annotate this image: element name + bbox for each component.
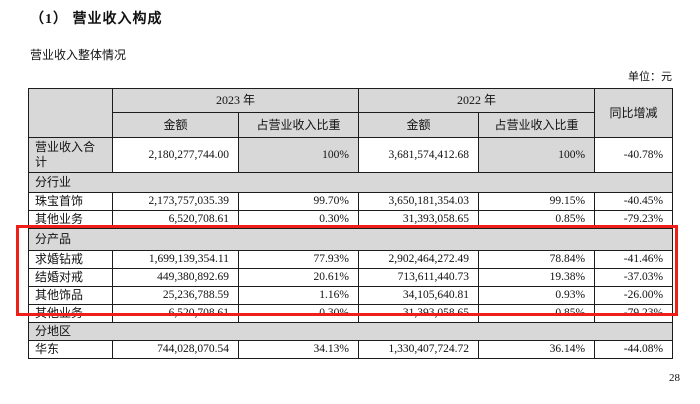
header-amount-2022: 金额	[358, 112, 480, 138]
header-year-2023: 2023 年	[111, 88, 360, 113]
table-row: 营业收入合计 2,180,277,744.00 100% 3,681,574,412.…	[28, 137, 674, 173]
ratio-2022: 0.85%	[478, 210, 596, 229]
table-row: 求婚钻戒 1,699,139,354.11 77.93% 2,902,464,272.…	[28, 250, 674, 269]
yoy-change: -37.03%	[594, 268, 674, 287]
header-empty-cell	[28, 88, 113, 138]
amount-2022: 3,681,574,412.68	[358, 137, 480, 173]
amount-2023: 1,699,139,354.11	[112, 250, 239, 269]
section-row: 分行业	[27, 172, 674, 193]
yoy-change: -40.45%	[594, 192, 674, 211]
header-row-measures: 金额 占营业收入比重 金额 占营业收入比重	[29, 112, 673, 138]
yoy-change: -44.08%	[594, 340, 674, 359]
amount-2023: 2,173,757,035.39	[112, 192, 239, 211]
section-subtitle: 营业收入整体情况	[30, 48, 127, 62]
row-label: 华东	[28, 340, 113, 359]
yoy-change: -41.46%	[594, 250, 674, 269]
unit-note: 单位：元	[628, 71, 672, 83]
row-label: 其他饰品	[28, 286, 113, 305]
amount-2022: 2,902,464,272.49	[358, 250, 480, 269]
page-number: 28	[669, 372, 680, 384]
amount-2022: 34,105,640.81	[358, 286, 480, 305]
amount-2022: 1,330,407,724.72	[358, 340, 480, 359]
table-row: 其他饰品 25,236,788.59 1.16% 34,105,640.81 0.93%…	[28, 286, 674, 305]
revenue-table-body: 营业收入合计 2,180,277,744.00 100% 3,681,574,412.…	[27, 137, 674, 359]
yoy-change: -79.23%	[594, 304, 674, 323]
row-label: 珠宝首饰	[28, 192, 113, 211]
section-row: 分地区	[27, 322, 674, 341]
ratio-2022: 100%	[478, 137, 596, 173]
amount-2022: 3,650,181,354.03	[358, 192, 480, 211]
ratio-2023: 34.13%	[237, 340, 360, 359]
ratio-2023: 99.70%	[237, 192, 360, 211]
row-label: 营业收入合计	[28, 137, 113, 173]
row-label: 其他业务	[28, 210, 113, 229]
amount-2022: 31,393,058.65	[358, 210, 480, 229]
table-row: 华东 744,028,070.54 34.13% 1,330,407,724.72 36…	[28, 340, 674, 359]
yoy-change: -79.23%	[594, 210, 674, 229]
ratio-2022: 36.14%	[478, 340, 596, 359]
ratio-2023: 0.30%	[237, 304, 360, 323]
revenue-composition-table: 2023 年 2022 年 同比增减 金额 占营业收入比重 金额 占营业收入比重…	[27, 88, 674, 359]
amount-2023: 6,520,708.61	[112, 210, 239, 229]
ratio-2023: 1.16%	[237, 286, 360, 305]
amount-2023: 25,236,788.59	[112, 286, 239, 305]
amount-2023: 449,380,892.69	[112, 268, 239, 287]
section-label: 分地区	[27, 322, 674, 341]
section-row: 分产品	[27, 228, 674, 251]
header-yoy: 同比增减	[594, 88, 674, 138]
yoy-change: -26.00%	[594, 286, 674, 305]
ratio-2022: 19.38%	[478, 268, 596, 287]
header-row-years: 2023 年 2022 年 同比增减	[28, 88, 674, 138]
ratio-2023: 77.93%	[237, 250, 360, 269]
table-row: 珠宝首饰 2,173,757,035.39 99.70% 3,650,181,354.…	[28, 192, 674, 211]
ratio-2023: 100%	[237, 137, 360, 173]
ratio-2022: 78.84%	[478, 250, 596, 269]
table-row: 其他业务 6,520,708.61 0.30% 31,393,058.65 0.85% -…	[28, 304, 674, 323]
row-label: 求婚钻戒	[28, 250, 113, 269]
header-ratio-2022: 占营业收入比重	[478, 112, 596, 138]
section-label: 分行业	[27, 172, 674, 193]
header-ratio-2023: 占营业收入比重	[237, 112, 360, 138]
yoy-change: -40.78%	[594, 137, 674, 173]
amount-2022: 713,611,440.73	[358, 268, 480, 287]
header-amount-2023: 金额	[112, 112, 239, 138]
amount-2023: 2,180,277,744.00	[112, 137, 239, 173]
ratio-2022: 0.85%	[478, 304, 596, 323]
row-label: 其他业务	[28, 304, 113, 323]
ratio-2023: 20.61%	[237, 268, 360, 287]
amount-2023: 744,028,070.54	[112, 340, 239, 359]
amount-2022: 31,393,058.65	[358, 304, 480, 323]
page-title: （1） 营业收入构成	[30, 12, 163, 27]
ratio-2023: 0.30%	[237, 210, 360, 229]
header-year-2022: 2022 年	[358, 88, 596, 113]
amount-2023: 6,520,708.61	[112, 304, 239, 323]
ratio-2022: 99.15%	[478, 192, 596, 211]
section-label: 分产品	[27, 228, 674, 251]
table-row: 结婚对戒 449,380,892.69 20.61% 713,611,440.73 19…	[28, 268, 674, 287]
ratio-2022: 0.93%	[478, 286, 596, 305]
table-row: 其他业务 6,520,708.61 0.30% 31,393,058.65 0.85% -…	[28, 210, 674, 229]
row-label: 结婚对戒	[28, 268, 113, 287]
